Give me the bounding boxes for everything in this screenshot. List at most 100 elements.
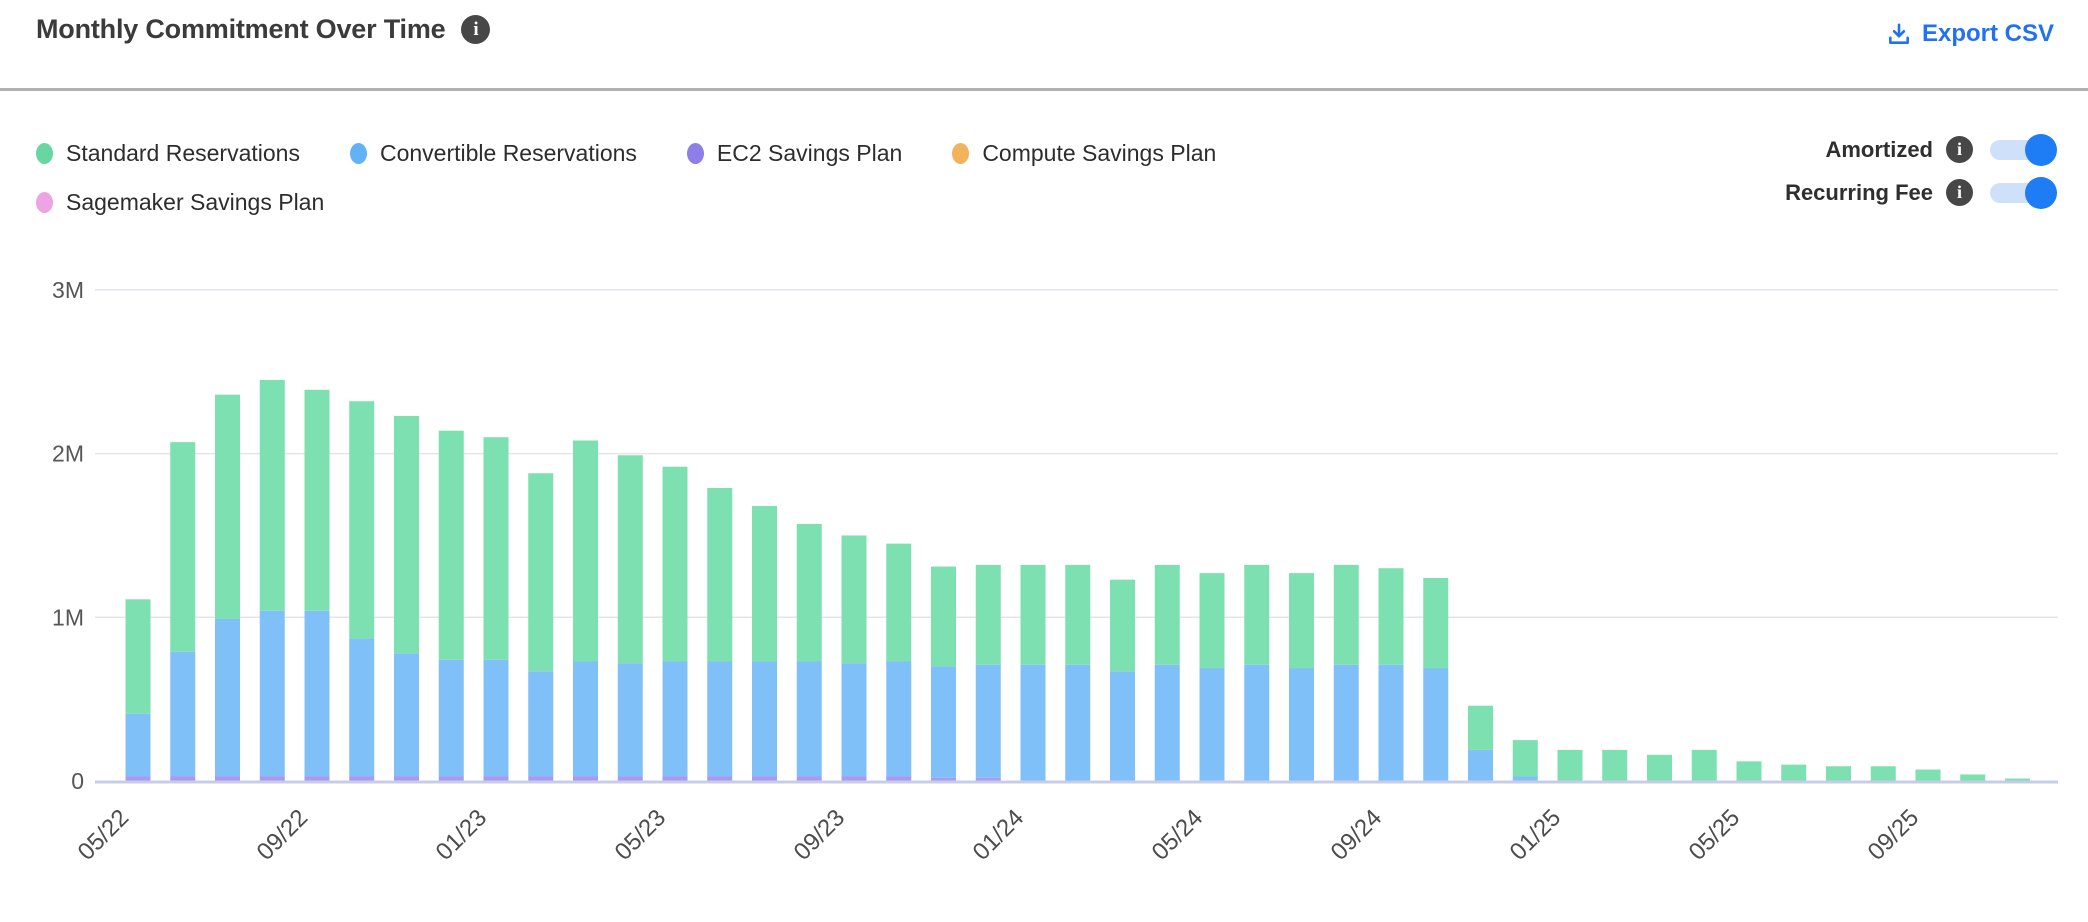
bar-segment [1512, 776, 1538, 781]
bar-segment [931, 666, 956, 778]
bar-01/25[interactable] [1557, 749, 1583, 781]
bar-06/24[interactable] [1244, 564, 1270, 781]
bar-segment [125, 776, 151, 781]
bar-03/24[interactable] [1110, 579, 1135, 781]
recurring-fee-label: Recurring Fee [1785, 179, 1933, 205]
bar-10/22[interactable] [349, 401, 375, 781]
bar-segment [349, 638, 375, 777]
download-icon [1889, 23, 1909, 44]
amortized-toggle[interactable] [1990, 133, 2057, 166]
legend-item-ec2-savings-plan[interactable]: EC2 Savings Plan [686, 140, 903, 167]
widget-header: Monthly Commitment Over Time [36, 14, 491, 45]
bar-11/23[interactable] [931, 566, 956, 781]
bar-segment [796, 523, 822, 662]
bar-02/25[interactable] [1602, 749, 1628, 781]
bar-segment [931, 777, 956, 781]
bar-segment [1110, 671, 1135, 781]
bar-07/25[interactable] [1826, 766, 1851, 781]
bar-07/24[interactable] [1289, 573, 1314, 781]
bar-segment [1154, 664, 1180, 781]
bar-05/24[interactable] [1199, 573, 1225, 781]
bar-segment [975, 777, 1001, 781]
x-tick-01/25: 01/25 [1505, 804, 1567, 866]
bar-segment [259, 610, 285, 777]
bar-03/25[interactable] [1647, 754, 1672, 781]
legend-item-compute-savings-plan[interactable]: Compute Savings Plan [952, 140, 1216, 167]
bar-segment [1736, 761, 1762, 781]
bar-segment [1557, 749, 1583, 781]
legend-label: EC2 Savings Plan [716, 140, 903, 166]
bar-segment [1020, 564, 1046, 665]
title-info-icon[interactable] [461, 15, 491, 44]
recurring-fee-info-icon[interactable] [1946, 179, 1973, 206]
bar-05/23[interactable] [662, 466, 688, 781]
export-csv-label: Export CSV [1921, 20, 2054, 47]
bar-07/23[interactable] [752, 505, 777, 781]
bar-06/25[interactable] [1781, 764, 1807, 781]
export-csv-button[interactable]: Export CSV [1886, 20, 2054, 48]
bar-03/23[interactable] [573, 440, 598, 781]
bar-segment [1468, 749, 1493, 781]
bar-segment [975, 664, 1001, 778]
bar-12/24[interactable] [1512, 740, 1538, 781]
bar-12/22[interactable] [438, 430, 464, 781]
bar-01/23[interactable] [483, 437, 509, 781]
bar-08/24[interactable] [1333, 564, 1359, 781]
bar-segment [1602, 749, 1628, 781]
bar-05/25[interactable] [1736, 761, 1762, 781]
bar-04/23[interactable] [617, 455, 643, 781]
commitment-chart[interactable]: 0 1M 2M 3M 05/22 09/22 01/23 05/23 09/23 01/24 05/… [0, 240, 2088, 912]
bar-segment [304, 776, 330, 781]
bar-10/23[interactable] [886, 543, 912, 781]
bar-08/22[interactable] [259, 379, 285, 781]
bar-04/24[interactable] [1154, 564, 1180, 781]
legend-item-standard-reservations[interactable]: Standard Reservations [36, 140, 300, 167]
bar-segment [394, 415, 419, 654]
bar-09/24[interactable] [1378, 568, 1404, 781]
bar-segment [931, 566, 956, 667]
bar-11/25[interactable] [2005, 778, 2030, 781]
bar-segment [617, 455, 643, 664]
bar-08/25[interactable] [1870, 766, 1896, 781]
bar-10/24[interactable] [1423, 578, 1449, 781]
bar-06/22[interactable] [170, 442, 196, 781]
legend-item-sagemaker-savings-plan[interactable]: Sagemaker Savings Plan [36, 189, 324, 216]
bar-06/23[interactable] [707, 487, 733, 781]
bar-segment [1960, 774, 1986, 781]
bar-segment [259, 776, 285, 781]
bar-segment [1333, 564, 1359, 665]
recurring-fee-toggle[interactable] [1990, 176, 2057, 209]
bar-segment [394, 776, 419, 781]
bar-11/22[interactable] [394, 415, 419, 781]
amortized-info-icon[interactable] [1946, 136, 1973, 163]
x-tick-01/24: 01/24 [968, 804, 1030, 866]
bar-11/24[interactable] [1468, 705, 1493, 781]
bar-07/22[interactable] [215, 394, 240, 781]
x-tick-09/25: 09/25 [1863, 804, 1925, 866]
bar-01/24[interactable] [1020, 564, 1046, 781]
y-tick-0: 0 [71, 768, 84, 794]
bar-segment [394, 653, 419, 777]
y-tick-3M: 3M [52, 277, 84, 303]
bar-segment [438, 430, 464, 660]
bar-segment [573, 440, 598, 662]
bar-02/24[interactable] [1065, 564, 1091, 781]
bar-09/25[interactable] [1915, 769, 1941, 781]
bar-10/25[interactable] [1960, 774, 1986, 781]
bar-segment [1020, 664, 1046, 781]
x-tick-05/24: 05/24 [1147, 804, 1209, 866]
bar-segment [662, 661, 688, 777]
bar-segment [1512, 740, 1538, 777]
bar-09/23[interactable] [841, 535, 867, 781]
bar-02/23[interactable] [528, 473, 554, 781]
bar-05/22[interactable] [125, 599, 151, 781]
bar-12/23[interactable] [975, 564, 1001, 781]
bar-04/25[interactable] [1691, 749, 1717, 781]
bar-segment [438, 776, 464, 781]
bar-08/23[interactable] [796, 523, 822, 781]
bar-segment [707, 661, 733, 777]
bar-segment [2005, 778, 2030, 781]
legend-item-convertible-reservations[interactable]: Convertible Reservations [349, 140, 637, 167]
bar-segment [617, 776, 643, 781]
bar-09/22[interactable] [304, 389, 330, 781]
